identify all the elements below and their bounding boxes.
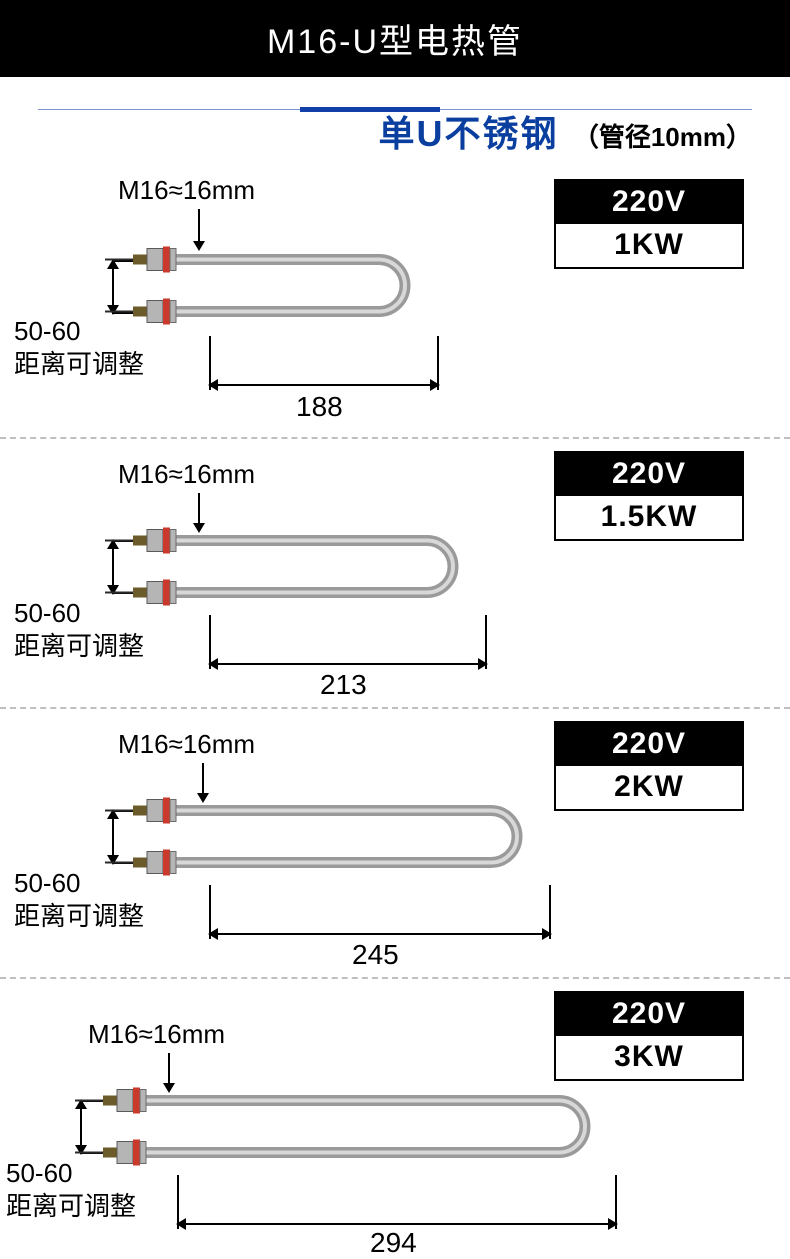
spacing-note: 距离可调整 xyxy=(14,900,144,933)
product-row: 220V 1.5KWM16≈16mm50-60距离可调整 213 xyxy=(0,439,790,709)
spec-box: 220V 2KW xyxy=(554,721,744,811)
page-title: M16-U型电热管 xyxy=(0,0,790,77)
length-label: 213 xyxy=(320,669,367,701)
ext-line xyxy=(209,336,211,390)
ext-line xyxy=(209,615,211,669)
spacing-note: 距离可调整 xyxy=(14,630,144,663)
spec-voltage: 220V xyxy=(556,453,742,496)
u-tube-graphic xyxy=(75,1085,595,1173)
subtitle-note: （管径10mm） xyxy=(573,122,752,152)
spec-box: 220V 1.5KW xyxy=(554,451,744,541)
u-tube-graphic xyxy=(105,795,527,883)
spec-box: 220V 3KW xyxy=(554,991,744,1081)
length-dim xyxy=(178,1223,616,1225)
ext-line xyxy=(209,885,211,939)
subtitle-main: 单U不锈钢 xyxy=(378,113,558,154)
ext-line xyxy=(615,1175,617,1229)
spec-voltage: 220V xyxy=(556,993,742,1036)
spacing-note: 距离可调整 xyxy=(14,348,144,381)
product-row: 220V 3KWM16≈16mm50-60距离可调整 294 xyxy=(0,979,790,1249)
spec-power: 1.5KW xyxy=(556,496,742,539)
spec-power: 2KW xyxy=(556,766,742,809)
length-dim xyxy=(210,933,550,935)
subtitle-rule-thick xyxy=(300,107,440,112)
spec-voltage: 220V xyxy=(556,181,742,224)
u-tube-graphic xyxy=(105,525,463,613)
length-label: 188 xyxy=(296,391,343,423)
spacing-note: 距离可调整 xyxy=(6,1190,136,1223)
product-row: 220V 1KWM16≈16mm50-60距离可调整 188 xyxy=(0,169,790,439)
ext-line xyxy=(485,615,487,669)
product-row: 220V 2KWM16≈16mm50-60距离可调整 245 xyxy=(0,709,790,979)
length-label: 245 xyxy=(352,939,399,971)
thread-label: M16≈16mm xyxy=(118,175,255,206)
spec-power: 3KW xyxy=(556,1036,742,1079)
spec-box: 220V 1KW xyxy=(554,179,744,269)
spec-power: 1KW xyxy=(556,224,742,267)
ext-line xyxy=(437,336,439,390)
ext-line xyxy=(549,885,551,939)
spec-voltage: 220V xyxy=(556,723,742,766)
u-tube-graphic xyxy=(105,244,415,332)
ext-line xyxy=(177,1175,179,1229)
thread-label: M16≈16mm xyxy=(88,1019,225,1050)
length-dim xyxy=(210,663,486,665)
subtitle-bar: 单U不锈钢 （管径10mm） xyxy=(0,77,790,169)
length-dim xyxy=(210,384,438,386)
thread-label: M16≈16mm xyxy=(118,459,255,490)
thread-arrow xyxy=(198,209,200,249)
length-label: 294 xyxy=(370,1227,417,1259)
thread-label: M16≈16mm xyxy=(118,729,255,760)
